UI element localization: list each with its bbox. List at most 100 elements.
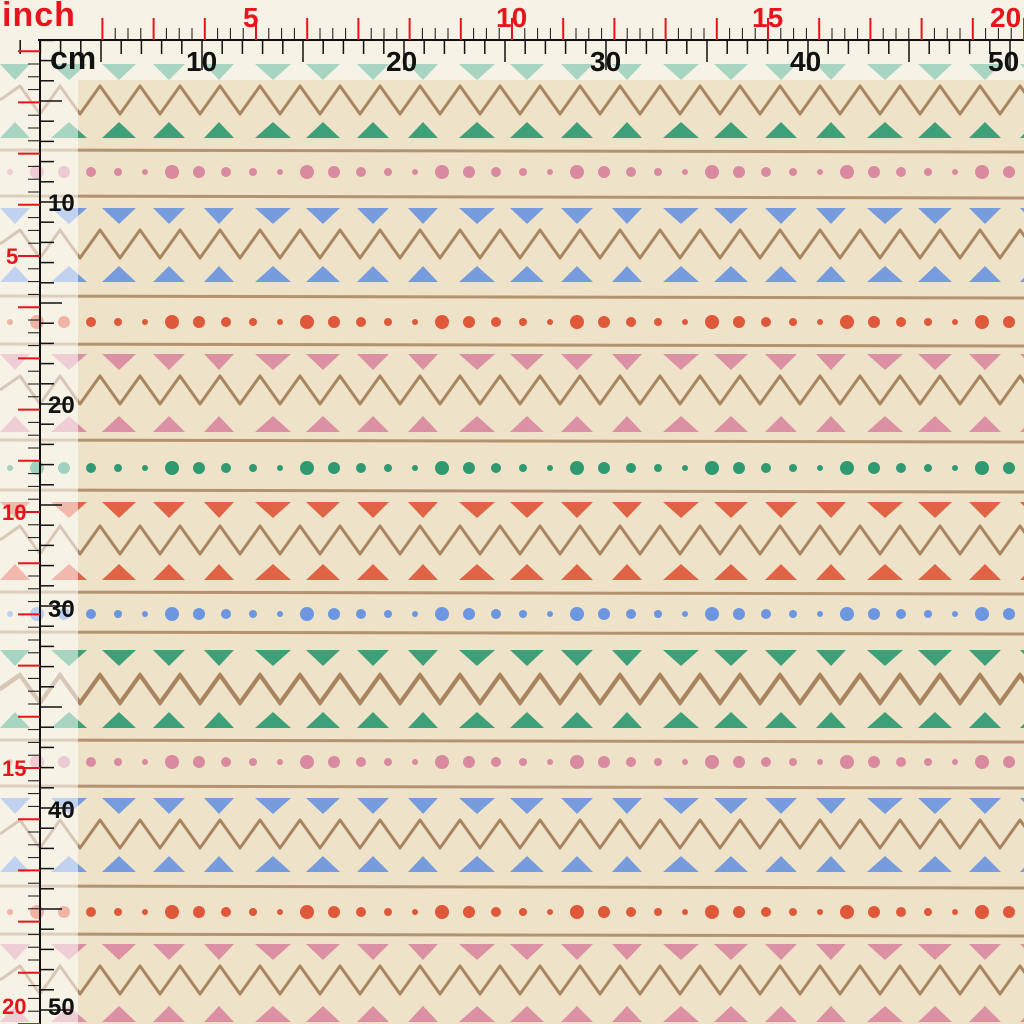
dot [705,315,719,329]
triangle-down [612,944,642,960]
dot [952,169,958,175]
dot [412,909,418,915]
triangle-down [714,650,748,666]
triangle-down [357,944,389,960]
triangle-up [765,856,797,872]
dot [114,610,122,618]
triangle-up [969,712,1001,728]
dot [519,908,527,916]
triangle-down [663,502,699,518]
triangle-down [714,944,748,960]
triangle-down [816,798,846,814]
cm-left-label: 20 [48,392,75,419]
dot [840,315,854,329]
dot [114,318,122,326]
dot [952,465,958,471]
dot [114,464,122,472]
dot [249,168,257,176]
triangle-up [918,416,952,432]
triangle-down [663,208,699,224]
triangle-up [918,122,952,138]
dot [1003,608,1015,620]
dot [840,461,854,475]
dot [682,319,688,325]
triangle-down [969,650,1001,666]
dot [384,758,392,766]
triangle-up [918,564,952,580]
dot [463,756,475,768]
triangle-down [612,354,642,370]
triangle-up [153,1006,185,1022]
triangle-down [306,650,340,666]
dot [817,759,823,765]
triangle-up [714,856,748,872]
cm-unit-label: cm [50,40,97,76]
dot [435,607,449,621]
triangle-up [408,1006,438,1022]
dot [412,319,418,325]
dot [300,165,314,179]
dot [86,167,96,177]
triangle-up [357,856,389,872]
dot [896,317,906,327]
dot [817,909,823,915]
dot [221,463,231,473]
dot [924,318,932,326]
dot [463,608,475,620]
triangle-down [918,798,952,814]
dot [789,758,797,766]
dot [328,906,340,918]
triangle-up [255,266,291,282]
dot [817,465,823,471]
dot [114,908,122,916]
stripe-line [0,884,1024,890]
dot [412,611,418,617]
dot [761,609,771,619]
dot [654,758,662,766]
dot [789,168,797,176]
triangle-up [153,564,185,580]
dot [896,463,906,473]
triangle-up [969,266,1001,282]
dot [761,167,771,177]
triangle-up [1020,277,1024,282]
dot [491,609,501,619]
dot [384,610,392,618]
dot [249,318,257,326]
triangle-up [918,712,952,728]
triangle-down [306,354,340,370]
zigzag-stripe [0,228,1024,260]
stripe-line [0,342,1024,348]
triangle-down [816,354,846,370]
triangle-up [612,122,642,138]
dot [598,166,610,178]
triangle-up [102,1006,136,1022]
triangle-down [255,650,291,666]
dot [547,169,553,175]
dot [221,609,231,619]
cm-left-label: 40 [48,797,75,824]
triangle-up [459,266,495,282]
triangle-up [816,856,846,872]
triangle-up [204,266,234,282]
cm-left-label: 30 [48,596,75,623]
triangle-up [357,712,389,728]
triangle-up [612,416,642,432]
triangle-up [867,564,903,580]
dot [789,318,797,326]
triangle-down [765,944,797,960]
triangle-down [561,208,593,224]
triangle-up [663,1006,699,1022]
dot [86,317,96,327]
triangle-down [1020,944,1024,949]
triangle-up [102,416,136,432]
triangle-up [969,1006,1001,1022]
triangle-down [408,208,438,224]
triangle-up [714,712,748,728]
dot [300,461,314,475]
triangle-up [561,416,593,432]
triangle-down [1020,502,1024,507]
triangle-up [867,416,903,432]
triangle-down [408,798,438,814]
triangle-down [357,354,389,370]
